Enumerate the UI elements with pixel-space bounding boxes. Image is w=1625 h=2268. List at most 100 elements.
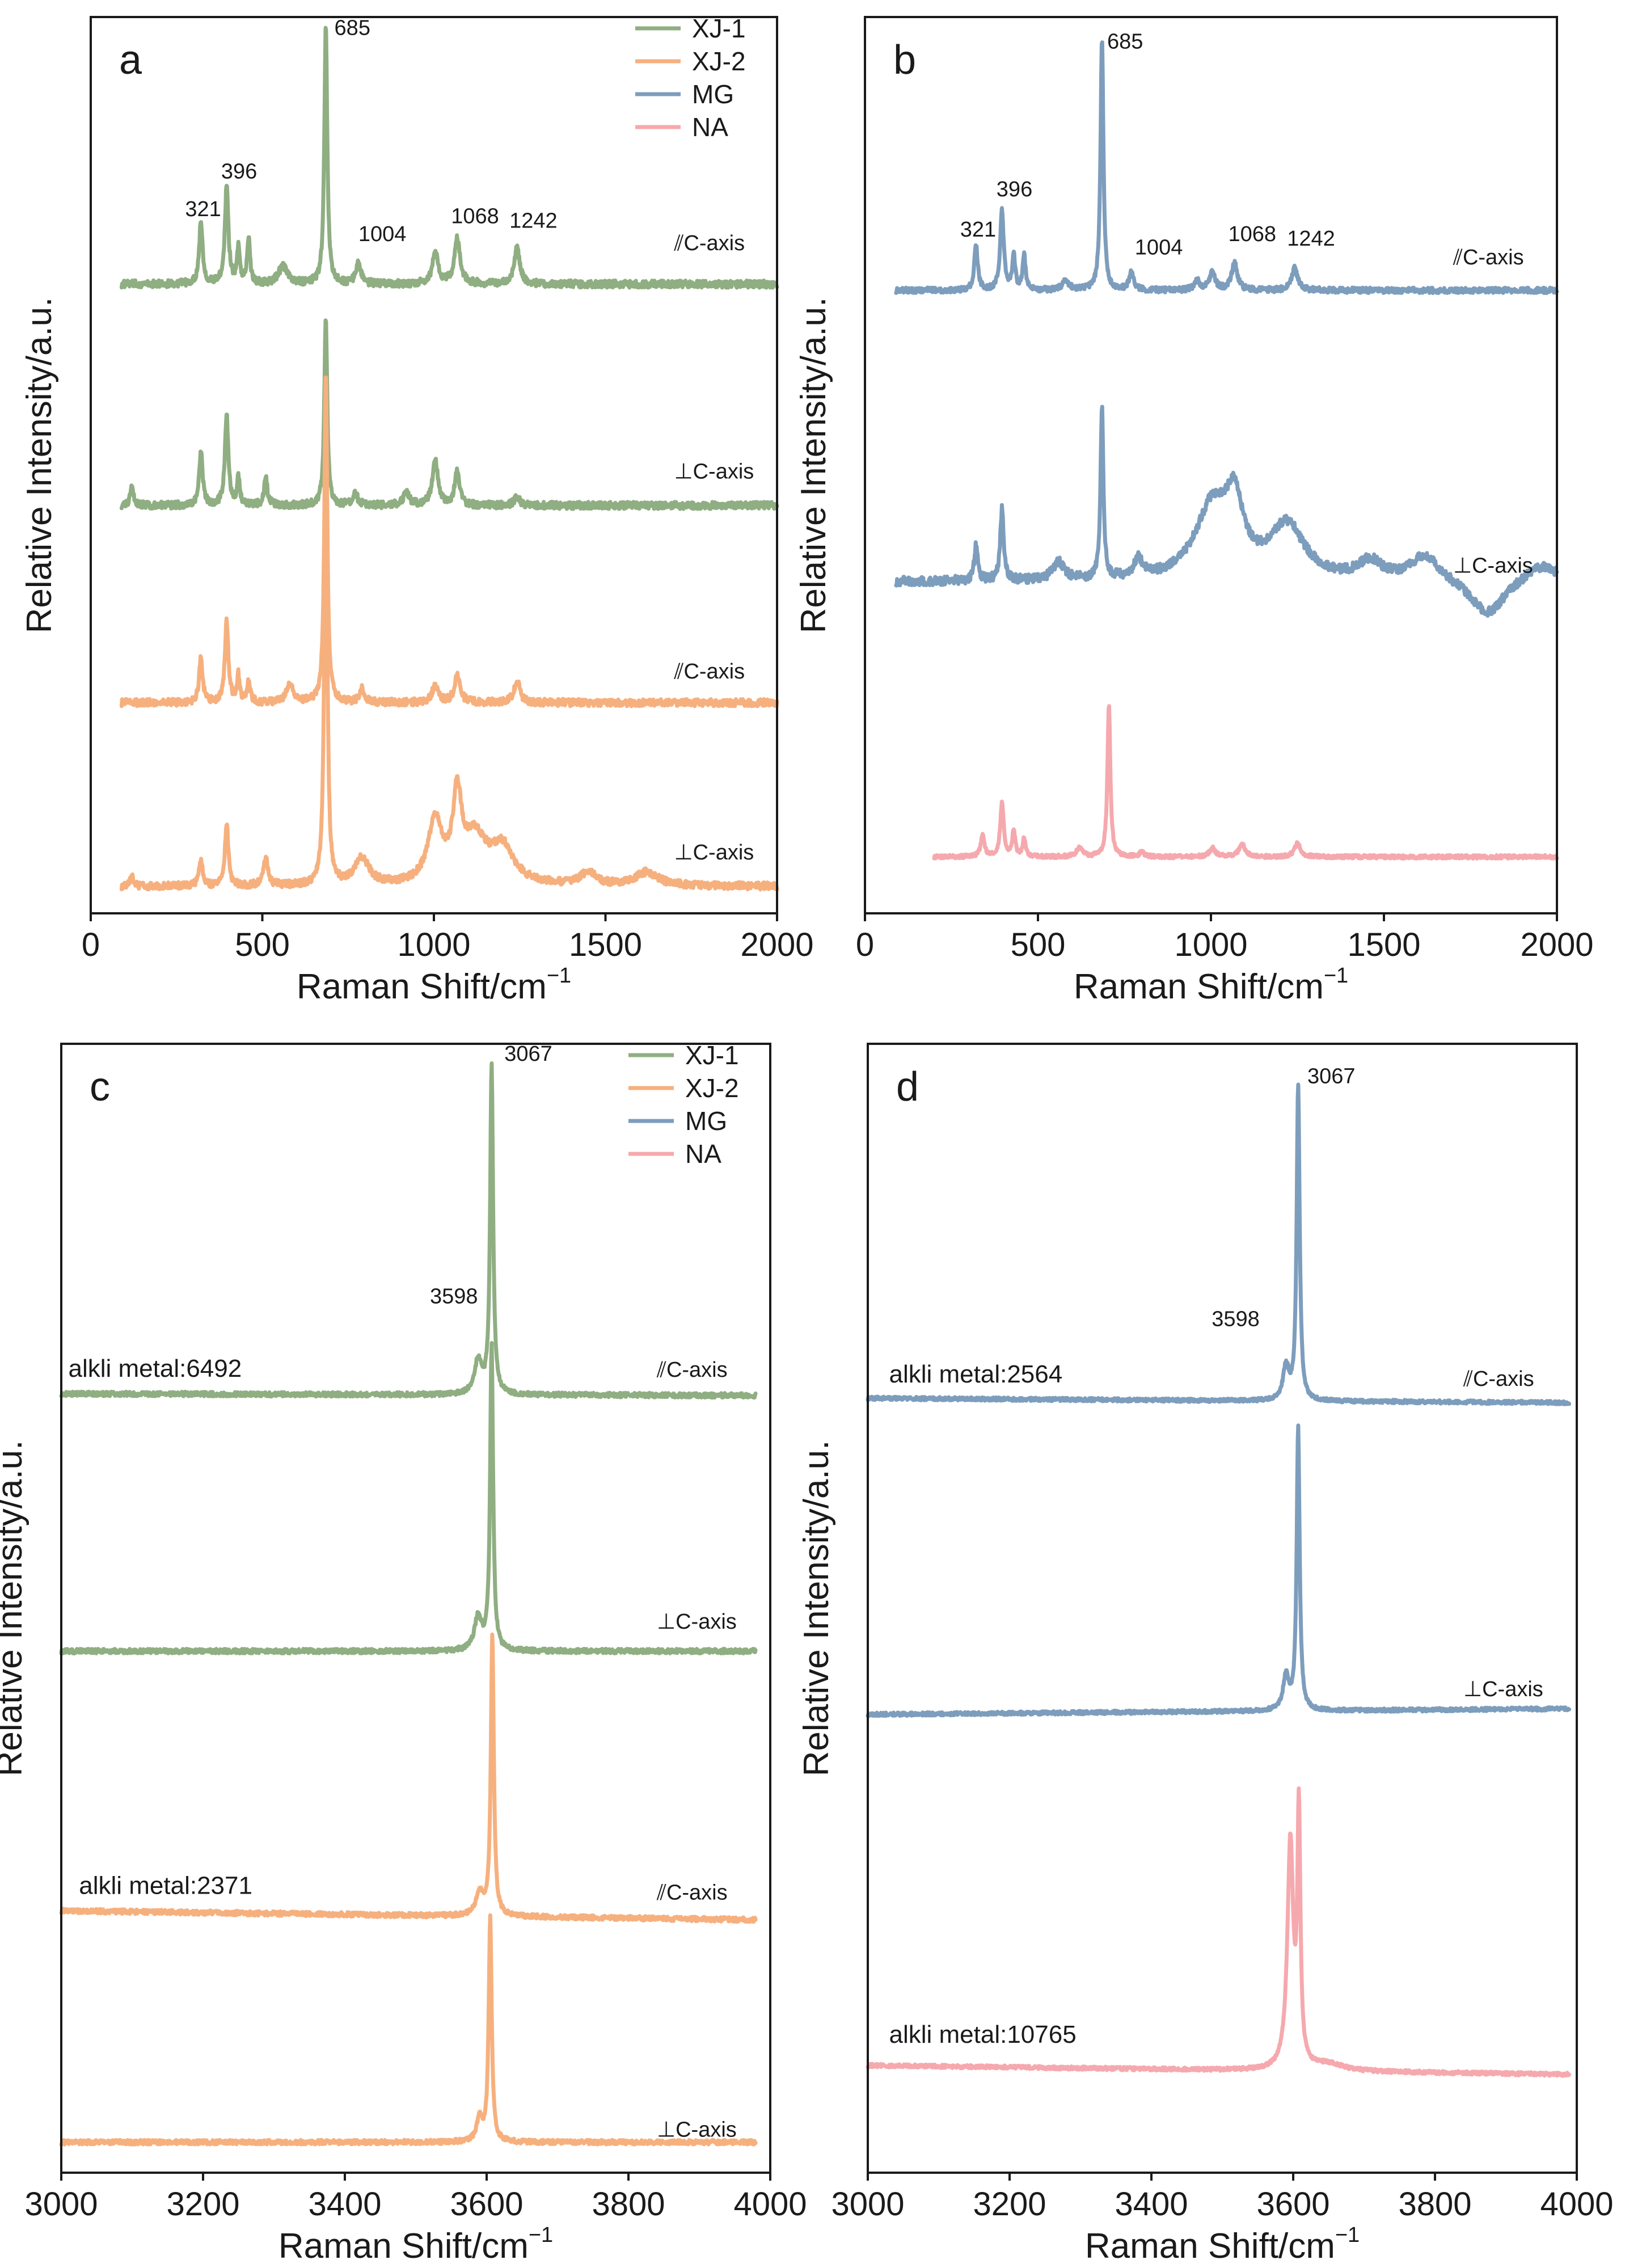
x-tick-label: 3400 <box>1115 2186 1188 2223</box>
orientation-label: ⫽C-axis <box>656 1881 728 1904</box>
series-xj-1-1 <box>59 1340 758 1656</box>
y-axis-label: Relative Intensity/a.u. <box>797 1440 836 1777</box>
legend-entry-na: NA <box>692 112 728 142</box>
x-axis-label-superscript: −1 <box>529 2223 553 2247</box>
peak-label: 1004 <box>1135 236 1183 260</box>
series-mg-1 <box>866 1423 1572 1718</box>
peak-label: 1242 <box>509 209 558 233</box>
peak-label: 1068 <box>1229 222 1277 246</box>
panel-label: b <box>893 37 916 83</box>
x-axis-label: Raman Shift/cm−1 <box>1074 964 1348 1006</box>
panel-c: ⫽C-axis ⊥C-axis ⫽C-axis ⊥C-axis 3000 3200 3400… <box>0 1040 807 2266</box>
x-axis-label: Raman Shift/cm−1 <box>278 2223 553 2266</box>
peak-label: 396 <box>997 178 1032 201</box>
x-tick-label: 2000 <box>740 926 813 963</box>
series-xj-1-1 <box>119 318 779 511</box>
x-tick-label: 3000 <box>24 2186 98 2223</box>
orientation-label: ⊥C-axis <box>674 460 754 484</box>
orientation-label: ⫽C-axis <box>656 1358 728 1382</box>
panel-label: c <box>90 1064 110 1110</box>
legend-entry-mg: MG <box>692 79 734 109</box>
series-xj-2-2 <box>119 375 779 709</box>
peak-label: 3067 <box>504 1042 552 1066</box>
x-tick-label: 2000 <box>1520 926 1593 963</box>
y-axis-label: Relative Intensity/a.u. <box>794 297 833 634</box>
x-axis-label-superscript: −1 <box>1335 2223 1360 2247</box>
x-tick-label: 0 <box>82 926 100 963</box>
series-mg-0 <box>866 1082 1572 1406</box>
panel-b: ⫽C-axis ⊥C-axis 0 500 1000 1500 2000 Raman Shif… <box>794 16 1594 1006</box>
series-xj-2-3 <box>59 1913 758 2147</box>
x-tick-label: 3600 <box>1256 2186 1329 2223</box>
series-na-2 <box>932 704 1559 861</box>
panel-d: ⫽C-axis ⊥C-axis 3000 3200 3400 3600 3800 4000 Ra… <box>797 1043 1614 2266</box>
y-axis-label: Relative Intensity/a.u. <box>0 1440 29 1777</box>
x-axis-label-superscript: −1 <box>1324 964 1348 988</box>
orientation-label: ⊥C-axis <box>1453 554 1533 578</box>
legend-entry-xj-2: XJ-2 <box>692 47 746 76</box>
x-tick-label: 500 <box>235 926 290 963</box>
legend-entry-na: NA <box>685 1139 721 1169</box>
legend-entry-xj-2: XJ-2 <box>685 1073 739 1103</box>
panel-label: d <box>896 1064 919 1110</box>
plot-frame <box>867 1043 1578 2174</box>
alkali-metal-label: alkli metal:10765 <box>889 2021 1077 2048</box>
peak-label: 321 <box>960 218 996 242</box>
series-mg-1 <box>894 404 1559 618</box>
x-tick-label: 1000 <box>1174 926 1247 963</box>
alkali-metal-label: alkli metal:6492 <box>69 1355 242 1382</box>
x-tick-label: 3800 <box>592 2186 665 2223</box>
orientation-label: ⫽C-axis <box>674 231 745 255</box>
series-mg-0 <box>894 40 1559 296</box>
x-tick-label: 3400 <box>308 2186 381 2223</box>
legend-entry-xj-1: XJ-1 <box>685 1040 739 1070</box>
peak-label: 1004 <box>358 222 407 246</box>
panel-a: ⫽C-axis ⊥C-axis ⫽C-axis ⊥C-axis 0 500 1000 1500… <box>20 14 814 1006</box>
x-tick-label: 0 <box>856 926 874 963</box>
orientation-label: ⊥C-axis <box>657 2118 737 2141</box>
x-axis-label-superscript: −1 <box>547 964 571 988</box>
panel-label: a <box>119 37 142 83</box>
x-tick-label: 3200 <box>166 2186 239 2223</box>
series-xj-1-0 <box>59 1061 758 1400</box>
alkali-metal-label: alkli metal:2371 <box>79 1871 252 1899</box>
y-axis-label: Relative Intensity/a.u. <box>20 297 59 634</box>
legend-entry-mg: MG <box>685 1106 727 1136</box>
alkali-metal-label: alkli metal:2564 <box>889 1360 1063 1388</box>
x-tick-label: 4000 <box>1540 2186 1613 2223</box>
peak-label: 3067 <box>1307 1065 1356 1089</box>
x-tick-label: 3800 <box>1398 2186 1471 2223</box>
x-tick-label: 1000 <box>397 926 470 963</box>
x-tick-label: 1500 <box>569 926 642 963</box>
x-tick-label: 3200 <box>973 2186 1046 2223</box>
orientation-label: ⊥C-axis <box>674 841 754 865</box>
peak-label: 685 <box>1107 29 1143 53</box>
series-na-2 <box>866 1786 1572 2078</box>
x-tick-label: 3600 <box>450 2186 523 2223</box>
x-tick-label: 3000 <box>831 2186 904 2223</box>
peak-label: 321 <box>185 197 221 221</box>
plot-frame <box>60 1043 771 2174</box>
peak-label: 3598 <box>1212 1308 1260 1331</box>
orientation-label: ⊥C-axis <box>657 1610 737 1634</box>
x-axis-label: Raman Shift/cm−1 <box>297 964 571 1006</box>
peak-label: 1068 <box>451 204 499 228</box>
plot-frame <box>864 16 1558 914</box>
orientation-label: ⫽C-axis <box>674 660 745 684</box>
legend-entry-xj-1: XJ-1 <box>692 14 746 43</box>
peak-label: 3598 <box>430 1285 478 1309</box>
peak-label: 685 <box>335 16 370 40</box>
series-xj-1-0 <box>119 26 779 290</box>
peak-label: 396 <box>221 159 257 183</box>
x-tick-label: 4000 <box>733 2186 807 2223</box>
orientation-label: ⫽C-axis <box>1463 1367 1534 1391</box>
series-xj-2-2 <box>59 1632 758 1924</box>
peak-label: 1242 <box>1287 227 1335 251</box>
orientation-label: ⊥C-axis <box>1463 1677 1543 1701</box>
x-tick-label: 500 <box>1011 926 1066 963</box>
x-axis-label: Raman Shift/cm−1 <box>1085 2223 1360 2266</box>
orientation-label: ⫽C-axis <box>1453 246 1524 269</box>
